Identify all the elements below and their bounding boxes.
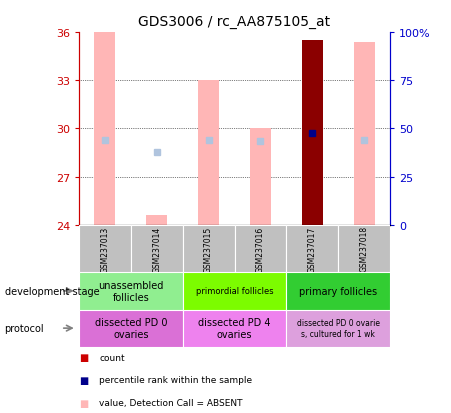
Bar — [235, 225, 286, 273]
Text: primordial follicles: primordial follicles — [196, 287, 273, 296]
Text: GSM237016: GSM237016 — [256, 226, 265, 272]
Text: development stage: development stage — [5, 286, 99, 296]
Title: GDS3006 / rc_AA875105_at: GDS3006 / rc_AA875105_at — [138, 15, 331, 29]
Bar — [183, 310, 286, 347]
Bar — [131, 225, 183, 273]
Text: ■: ■ — [79, 398, 88, 408]
Bar — [250, 129, 271, 225]
Bar — [286, 225, 338, 273]
Text: percentile rank within the sample: percentile rank within the sample — [99, 375, 253, 385]
Text: dissected PD 0
ovaries: dissected PD 0 ovaries — [95, 318, 167, 339]
Text: GSM237018: GSM237018 — [360, 226, 368, 272]
Text: value, Detection Call = ABSENT: value, Detection Call = ABSENT — [99, 398, 243, 407]
Text: primary follicles: primary follicles — [299, 286, 377, 296]
Bar — [286, 310, 390, 347]
Bar — [198, 81, 219, 225]
Bar — [302, 41, 322, 225]
Text: dissected PD 0 ovarie
s, cultured for 1 wk: dissected PD 0 ovarie s, cultured for 1 … — [297, 319, 380, 338]
Bar — [79, 225, 131, 273]
Bar — [183, 225, 235, 273]
Bar — [286, 273, 390, 310]
Bar — [183, 273, 286, 310]
Bar — [79, 273, 183, 310]
Bar — [338, 225, 390, 273]
Bar — [354, 43, 374, 225]
Bar — [94, 33, 115, 225]
Text: ■: ■ — [79, 352, 88, 362]
Text: protocol: protocol — [5, 323, 44, 333]
Text: GSM237015: GSM237015 — [204, 226, 213, 272]
Bar — [146, 216, 167, 225]
Bar — [79, 310, 183, 347]
Text: GSM237013: GSM237013 — [101, 226, 109, 272]
Text: ■: ■ — [79, 375, 88, 385]
Text: unassembled
follicles: unassembled follicles — [98, 280, 163, 302]
Text: GSM237014: GSM237014 — [152, 226, 161, 272]
Text: count: count — [99, 353, 125, 362]
Text: dissected PD 4
ovaries: dissected PD 4 ovaries — [198, 318, 271, 339]
Text: GSM237017: GSM237017 — [308, 226, 317, 272]
